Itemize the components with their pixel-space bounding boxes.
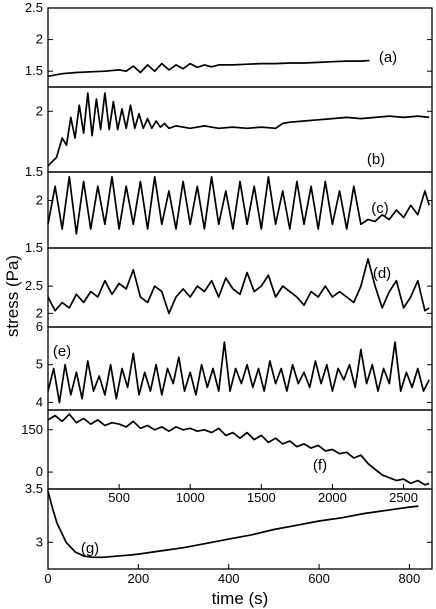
- stress-trace: [47, 258, 430, 315]
- x-tick-label: 1000: [176, 490, 205, 505]
- stress-trace: [47, 341, 430, 404]
- y-tick-label: 1.5: [25, 63, 43, 78]
- y-tick-label: 2: [36, 32, 43, 47]
- y-tick-label: 2.5: [25, 278, 43, 293]
- panel-g: 3 3.5 0 200 400 600 800 (g): [25, 481, 433, 586]
- x-axis-title: time (s): [212, 589, 269, 608]
- y-tick-label: 5: [36, 357, 43, 372]
- panel-c: 1.5 2 (c): [25, 171, 433, 255]
- x-tick-label: 200: [128, 571, 150, 586]
- panel-frame: [47, 409, 433, 490]
- x-tick-label: 400: [218, 571, 240, 586]
- x-tick-label: 1500: [247, 490, 276, 505]
- x-tick-label: 600: [308, 571, 330, 586]
- stress-trace: [47, 59, 370, 78]
- y-tick-label: 150: [21, 422, 43, 437]
- panel-frame: [47, 488, 433, 570]
- y-tick-label: 2: [36, 103, 43, 118]
- panel-d: 2 2.5 (d): [25, 247, 433, 328]
- panel-label: (g): [81, 540, 99, 557]
- panel-label: (c): [371, 200, 389, 217]
- y-tick-label: 3: [36, 534, 43, 549]
- x-tick-label: 800: [399, 571, 421, 586]
- panel-e: 4 5 6 (e): [36, 319, 433, 411]
- stress-trace: [47, 413, 430, 486]
- x-tick-label: 2000: [318, 490, 347, 505]
- panel-frame: [47, 247, 433, 328]
- panel-frame: [47, 7, 433, 88]
- x-tick-label: 500: [108, 490, 130, 505]
- stress-trace: [47, 92, 430, 167]
- y-tick-label: 4: [36, 394, 43, 409]
- y-tick-label: 1.5: [25, 240, 43, 255]
- panel-label: (f): [313, 457, 327, 474]
- y-tick-label: 2: [36, 305, 43, 320]
- panel-label: (d): [373, 265, 391, 282]
- panel-a: 1.5 2 2.5 (a): [25, 0, 433, 88]
- panel-label: (b): [367, 151, 385, 168]
- panel-f: 0 150 500 1000 1500 2000 2500 (f): [21, 409, 433, 505]
- stress-trace: [47, 490, 419, 559]
- y-axis-title: stress (Pa): [3, 255, 22, 337]
- y-tick-label: 3.5: [25, 481, 43, 496]
- panel-label: (a): [379, 49, 397, 66]
- panel-b: 1.5 2 (b): [25, 86, 433, 179]
- x-tick-label: 0: [44, 571, 51, 586]
- y-tick-label: 0: [36, 464, 43, 479]
- panel-frame: [47, 326, 433, 411]
- panel-label: (e): [53, 343, 71, 360]
- y-tick-label: 6: [36, 319, 43, 334]
- stress-trace: [47, 175, 431, 235]
- y-tick-label: 2: [36, 193, 43, 208]
- y-tick-label: 1.5: [25, 164, 43, 179]
- y-tick-label: 2.5: [25, 0, 43, 15]
- x-tick-label: 2500: [389, 490, 418, 505]
